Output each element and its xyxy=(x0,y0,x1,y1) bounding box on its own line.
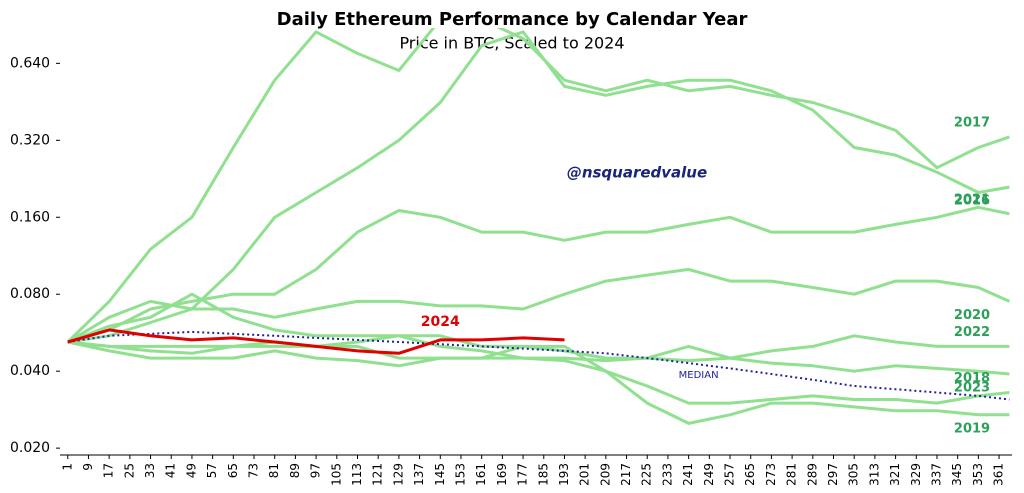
x-tick-label: 169 xyxy=(495,463,509,486)
x-tick-label: 33 xyxy=(143,463,157,478)
series-label: 2018 xyxy=(954,371,990,386)
x-tick-label: 233 xyxy=(660,463,674,486)
series-line xyxy=(67,330,1010,401)
series-label: 2024 xyxy=(421,314,460,330)
x-tick-label: 297 xyxy=(826,463,840,486)
series-line xyxy=(67,267,1011,344)
series-label: 2017 xyxy=(954,115,990,130)
y-tick-label: 0.040 xyxy=(10,363,50,379)
x-tick-label: 361 xyxy=(992,463,1006,486)
x-tick-label: 97 xyxy=(309,463,323,478)
x-tick-label: 153 xyxy=(453,463,467,486)
x-tick-label: 337 xyxy=(929,463,943,486)
x-tick-label: 249 xyxy=(702,463,716,486)
series-line xyxy=(67,328,565,355)
chart-subtitle: Price in BTC, Scaled to 2024 xyxy=(399,34,624,53)
x-tick-label: 329 xyxy=(909,463,923,486)
series-line xyxy=(67,292,1010,405)
x-tick-label: 41 xyxy=(164,463,178,478)
y-tick-label: 0.320 xyxy=(10,132,50,148)
x-tick-label: 1 xyxy=(60,463,74,471)
x-tick-label: 161 xyxy=(474,463,488,486)
x-tick-label: 217 xyxy=(619,463,633,486)
y-tick-label: 0.080 xyxy=(10,286,50,302)
series-label: 2022 xyxy=(954,325,990,340)
x-tick-label: 121 xyxy=(371,463,385,486)
series-line xyxy=(67,30,1010,344)
x-tick-label: 81 xyxy=(267,463,281,478)
x-tick-label: 185 xyxy=(536,463,550,486)
y-tick-label: 0.160 xyxy=(10,209,50,225)
y-tick-label: 0.020 xyxy=(10,440,50,456)
x-tick-label: 281 xyxy=(785,463,799,486)
x-tick-label: 113 xyxy=(350,463,364,486)
x-tick-label: 193 xyxy=(557,463,571,486)
x-tick-label: 9 xyxy=(81,463,95,471)
x-tick-label: 225 xyxy=(640,463,654,486)
plot-area xyxy=(66,28,1011,425)
x-tick-label: 257 xyxy=(723,463,737,486)
y-tick-label: 0.640 xyxy=(10,55,50,71)
x-tick-label: 321 xyxy=(888,463,902,486)
x-tick-label: 273 xyxy=(764,463,778,486)
x-tick-label: 209 xyxy=(598,463,612,486)
series-label: 2020 xyxy=(954,308,990,323)
x-tick-label: 201 xyxy=(578,463,592,486)
x-tick-label: 353 xyxy=(971,463,985,486)
x-tick-label: 57 xyxy=(205,463,219,478)
x-tick-label: 89 xyxy=(288,463,302,478)
watermark: @nsquaredvalue xyxy=(567,164,707,182)
x-tick-label: 105 xyxy=(329,463,343,486)
x-tick-label: 65 xyxy=(226,463,240,478)
series-label: 2021 xyxy=(954,192,990,207)
series-label: 2019 xyxy=(954,421,990,436)
series-label: 2023 xyxy=(954,380,990,395)
x-tick-label: 305 xyxy=(847,463,861,486)
series-label: MEDIAN xyxy=(679,370,719,381)
x-tick-label: 241 xyxy=(681,463,695,486)
x-tick-label: 25 xyxy=(122,463,136,478)
series-line xyxy=(67,205,1010,344)
x-tick-label: 289 xyxy=(805,463,819,486)
x-tick-label: 177 xyxy=(516,463,530,486)
x-tick-label: 137 xyxy=(412,463,426,486)
x-tick-label: 17 xyxy=(102,463,116,478)
x-tick-label: 345 xyxy=(950,463,964,486)
series-line xyxy=(67,340,1010,425)
x-tick-label: 313 xyxy=(867,463,881,486)
x-tick-label: 129 xyxy=(391,463,405,486)
x-tick-label: 73 xyxy=(247,463,261,478)
x-tick-label: 145 xyxy=(433,463,447,486)
chart-title: Daily Ethereum Performance by Calendar Y… xyxy=(277,9,748,30)
x-tick-label: 265 xyxy=(743,463,757,486)
series-label: 2016 xyxy=(954,194,990,209)
x-tick-label: 49 xyxy=(184,463,198,478)
